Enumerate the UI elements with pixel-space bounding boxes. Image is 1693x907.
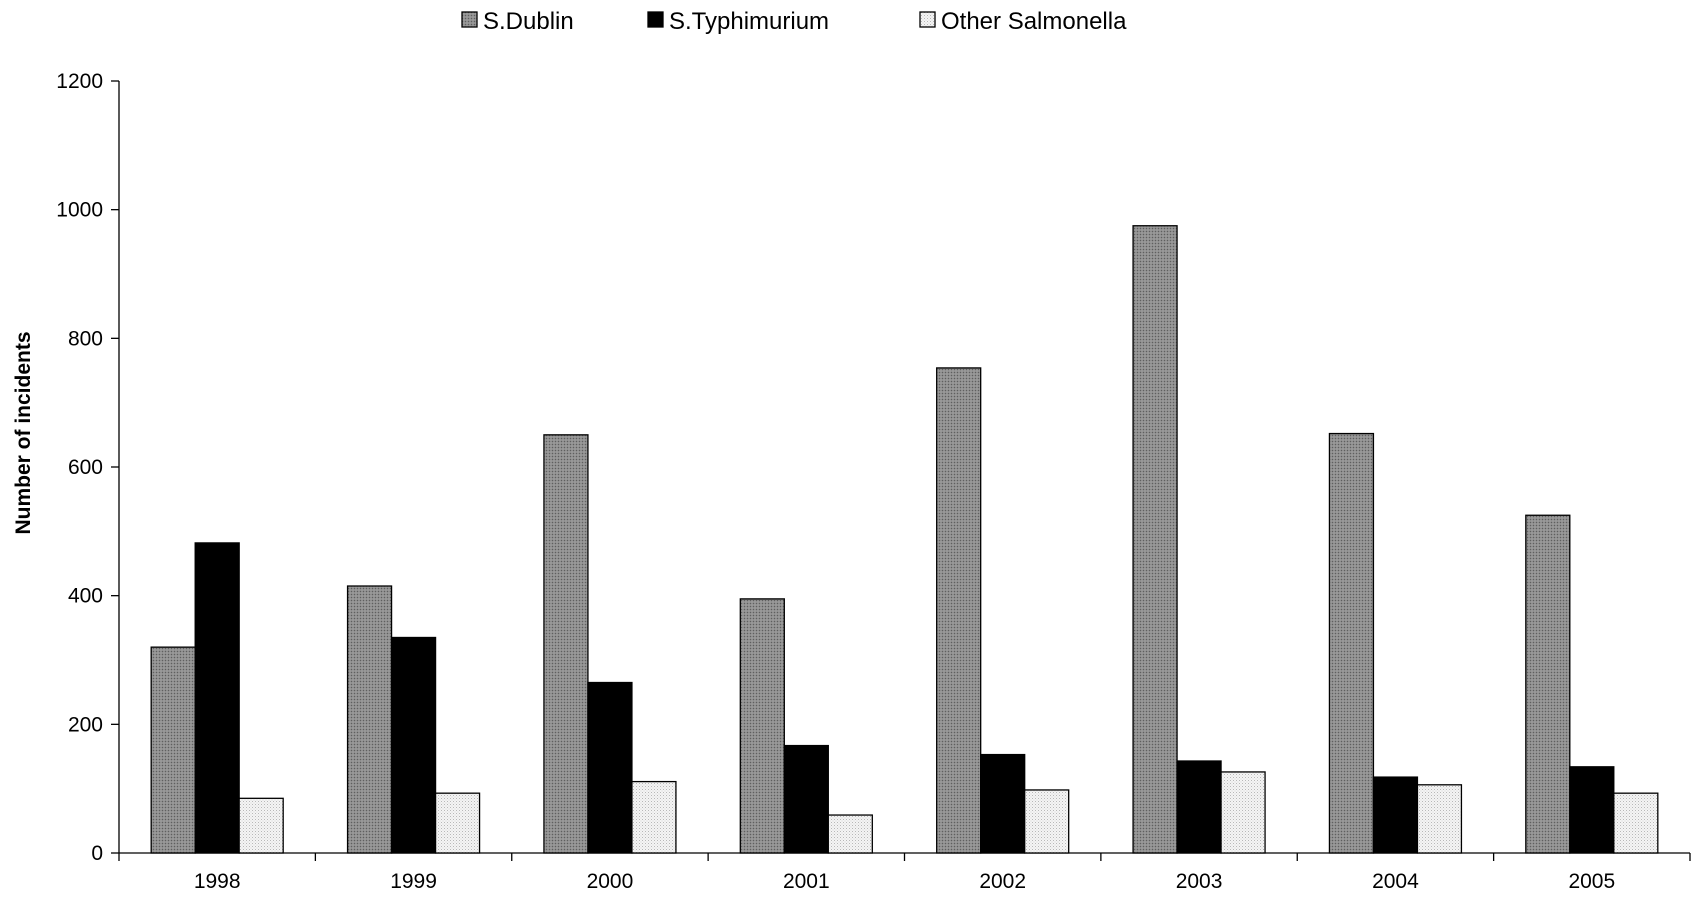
bar-s-typhimurium-2002 [980,753,1026,854]
x-tick-label: 1999 [390,870,437,893]
legend-swatch [647,11,664,28]
y-tick-label: 0 [91,842,103,865]
x-tick-label: 1998 [194,870,241,893]
bar-other-salmonella-1999 [434,792,481,854]
y-tick-label: 1000 [56,199,103,222]
y-tick-label: 600 [68,456,103,479]
y-tick-label: 1200 [56,70,103,93]
legend-swatch [919,11,936,28]
bar-s-typhimurium-2001 [783,744,829,854]
chart-legend: S.Dublin S.Typhimurium Other Salmonella [461,8,1127,35]
legend-label: Other Salmonella [941,8,1127,35]
bar-other-salmonella-2000 [631,780,677,854]
bar-s-typhimurium-2004 [1372,776,1419,854]
bars [150,225,1659,854]
x-axis: 1998 1999 2000 2001 2002 2003 2004 2005 [118,852,1691,893]
x-tick-label: 2004 [1372,870,1419,893]
bar-s-dublin-2005 [1525,514,1571,854]
legend-swatch [461,11,478,28]
bar-s-typhimurium-2005 [1569,766,1615,854]
bar-s-dublin-2002 [936,367,982,854]
bar-other-salmonella-2004 [1416,784,1463,854]
y-tick-label: 400 [68,585,103,608]
y-axis-title: Number of incidents [12,331,35,534]
x-tick-label: 2001 [783,870,830,893]
bar-s-typhimurium-2000 [587,681,633,854]
bar-s-dublin-2004 [1328,432,1375,854]
bar-s-typhimurium-1998 [194,542,240,854]
y-tick-label: 800 [68,327,103,350]
bar-other-salmonella-2003 [1220,771,1266,854]
x-tick-label: 2000 [587,870,634,893]
bar-s-dublin-1999 [346,585,393,854]
bar-s-typhimurium-1999 [390,636,437,854]
y-axis: 0 200 400 600 800 1000 1200 [56,70,120,865]
bar-s-dublin-2000 [543,434,589,854]
y-tick-label: 200 [68,713,103,736]
x-tick-label: 2002 [979,870,1026,893]
bar-other-salmonella-2005 [1613,792,1659,854]
bar-s-typhimurium-2003 [1176,760,1222,854]
x-tick-label: 2005 [1568,870,1615,893]
legend-label: S.Dublin [483,8,574,35]
bar-other-salmonella-2001 [827,814,873,854]
legend-label: S.Typhimurium [669,8,829,35]
bar-s-dublin-2003 [1132,225,1178,854]
x-tick-label: 2003 [1176,870,1223,893]
bar-s-dublin-1998 [150,646,196,854]
bar-s-dublin-2001 [739,598,785,854]
bar-other-salmonella-1998 [238,797,284,854]
bar-other-salmonella-2002 [1024,789,1070,854]
